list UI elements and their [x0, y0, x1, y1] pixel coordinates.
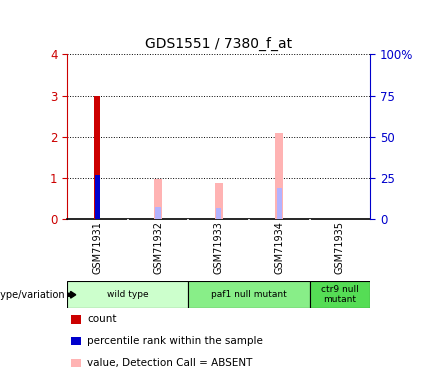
- Title: GDS1551 / 7380_f_at: GDS1551 / 7380_f_at: [145, 36, 292, 51]
- Bar: [275, 133, 283, 219]
- Bar: [67, 281, 188, 308]
- Bar: [188, 281, 310, 308]
- Bar: [155, 207, 161, 219]
- Text: paf1 null mutant: paf1 null mutant: [211, 290, 287, 299]
- Bar: [277, 188, 282, 219]
- Text: value, Detection Call = ABSENT: value, Detection Call = ABSENT: [87, 358, 253, 368]
- Text: GSM71932: GSM71932: [153, 221, 163, 274]
- Bar: [215, 183, 223, 219]
- Text: GSM71931: GSM71931: [92, 221, 103, 274]
- Text: wild type: wild type: [107, 290, 149, 299]
- Bar: [310, 281, 370, 308]
- Bar: [94, 96, 100, 219]
- Bar: [95, 175, 100, 219]
- Bar: [154, 179, 162, 219]
- Text: percentile rank within the sample: percentile rank within the sample: [87, 336, 263, 346]
- Text: GSM71933: GSM71933: [213, 221, 224, 274]
- Text: GSM71934: GSM71934: [274, 221, 284, 274]
- Text: ctr9 null
mutant: ctr9 null mutant: [321, 285, 359, 304]
- Text: genotype/variation: genotype/variation: [0, 290, 65, 300]
- Text: GSM71935: GSM71935: [335, 221, 345, 274]
- Text: count: count: [87, 315, 117, 324]
- Bar: [216, 208, 221, 219]
